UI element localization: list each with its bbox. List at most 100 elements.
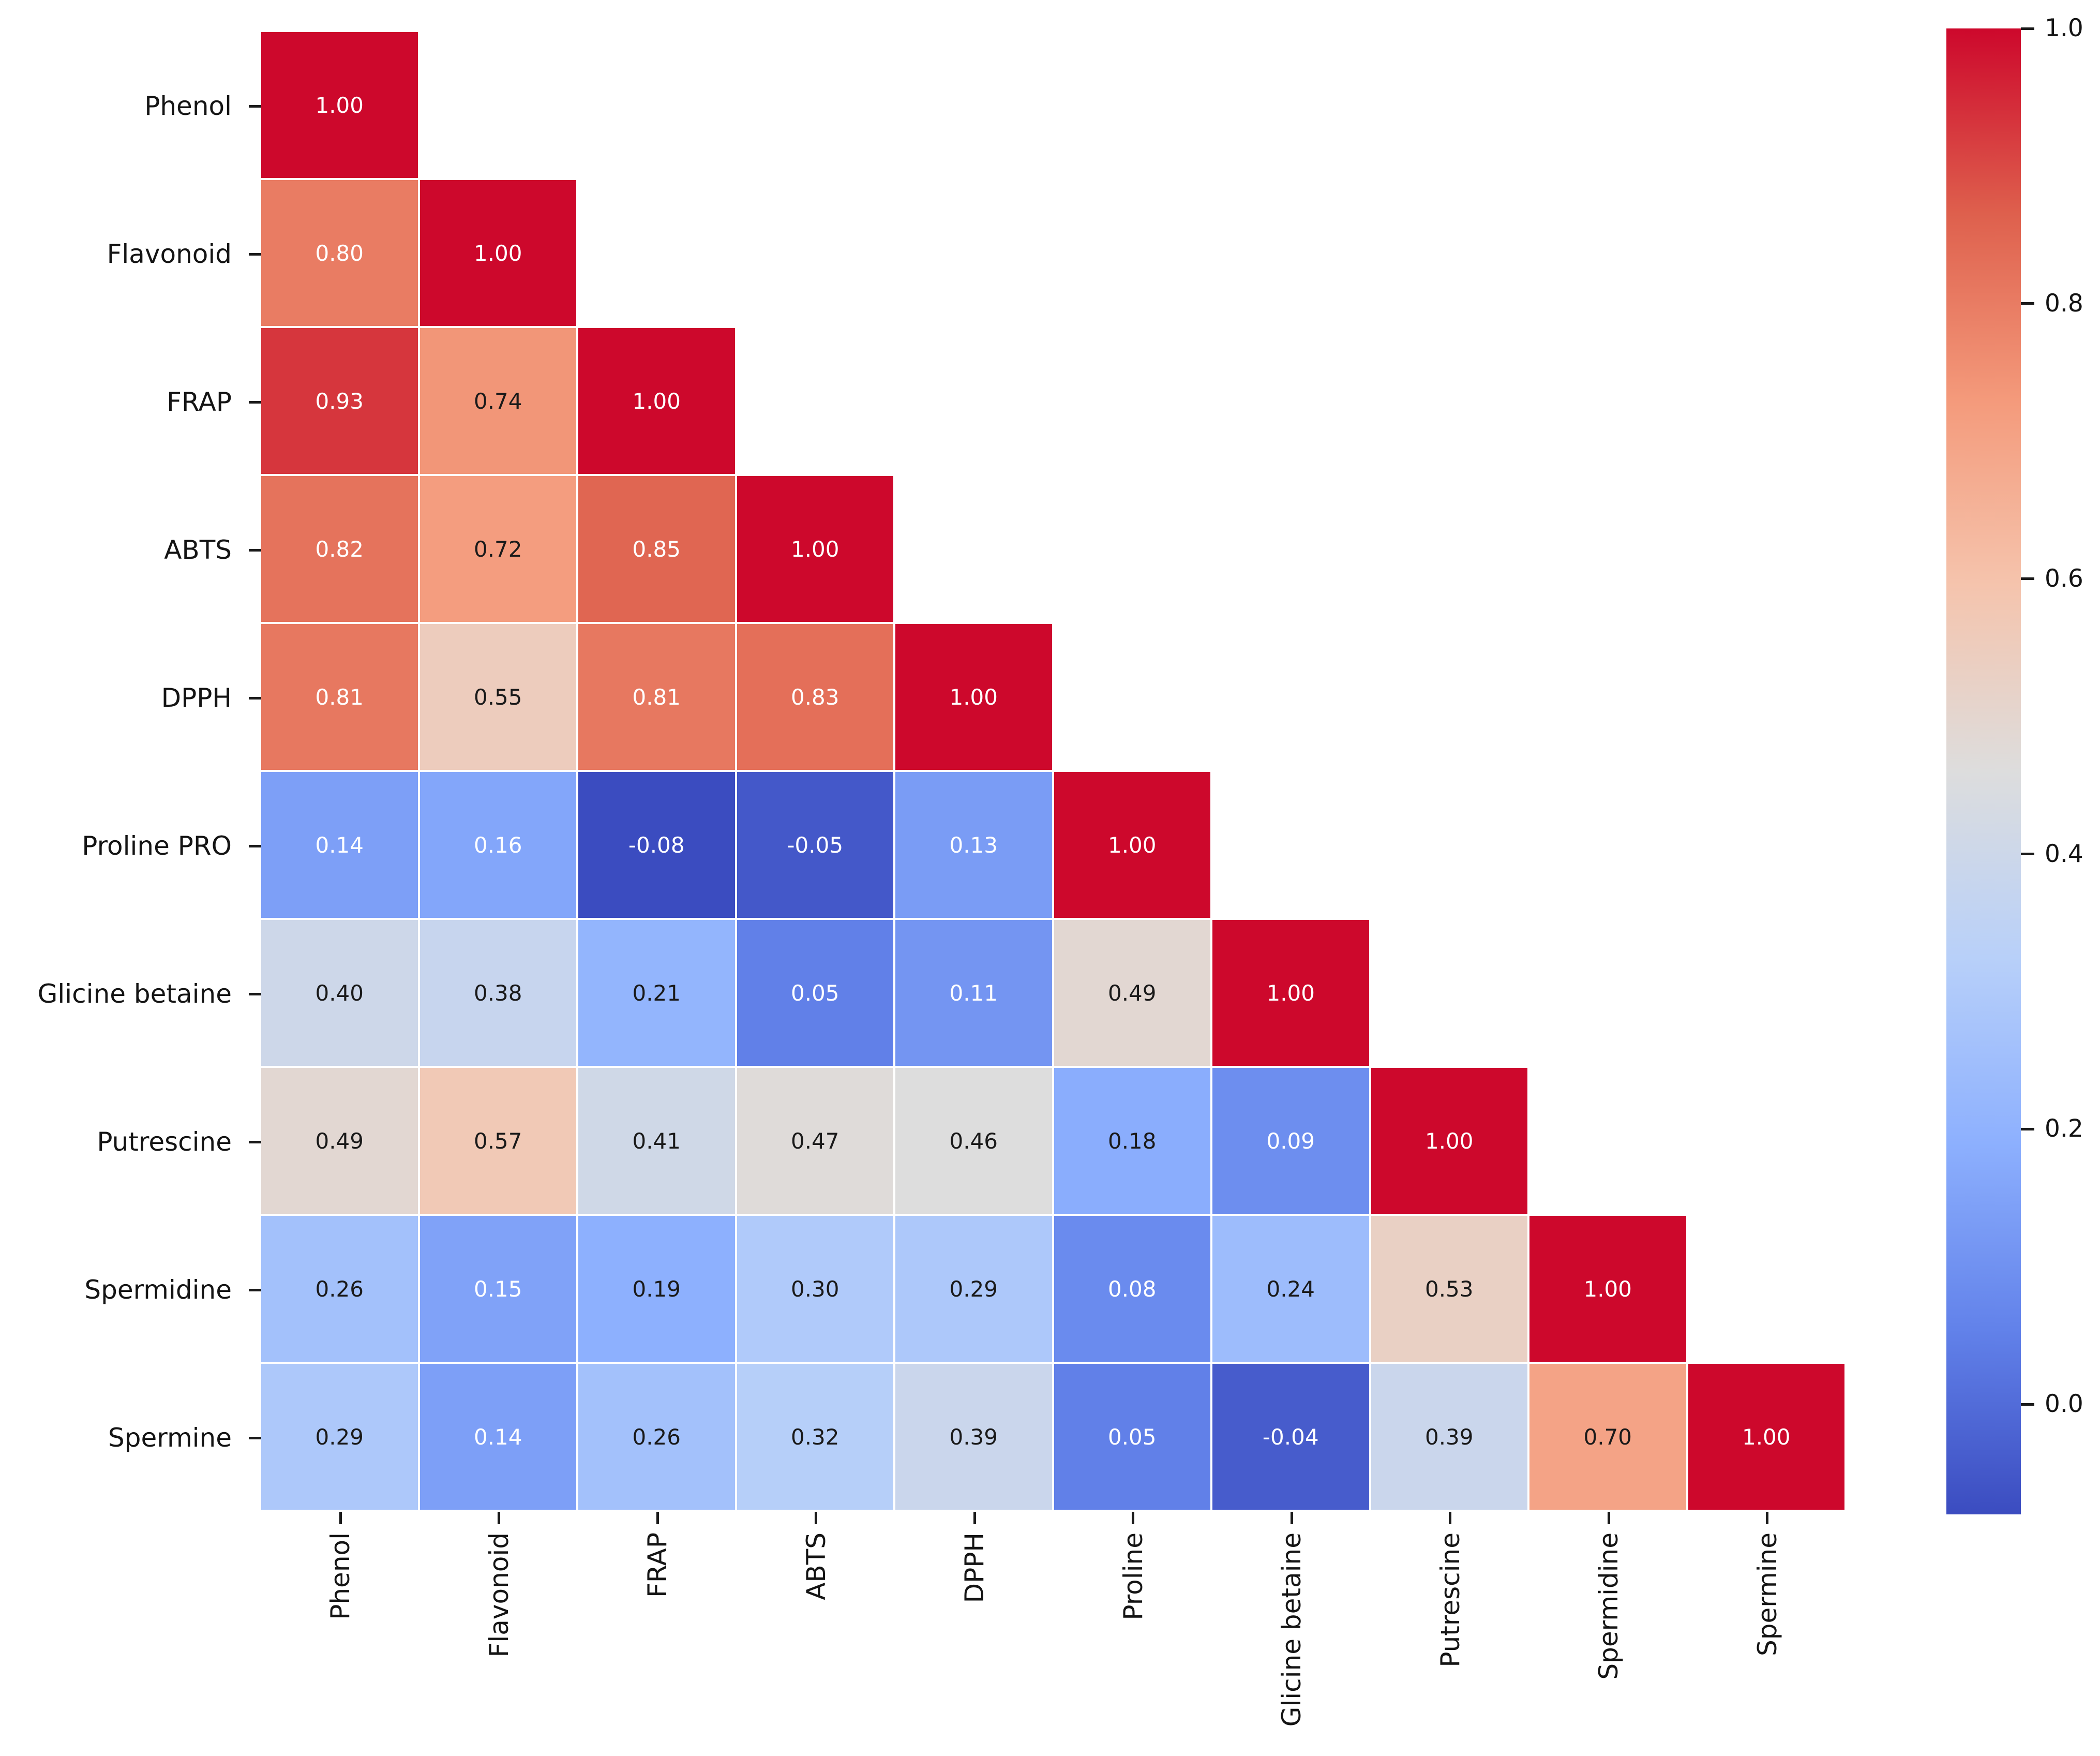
heatmap-cell: 1.00 [261,32,418,178]
cell-value: 0.30 [790,1276,839,1302]
cell-value: 0.14 [315,832,364,858]
heatmap-cell: 0.39 [1371,1364,1527,1510]
row-label: ABTS [164,535,232,565]
colorbar-tick [2021,1127,2034,1130]
heatmap-cell: 0.26 [261,1216,418,1362]
row-label: Spermine [108,1423,232,1453]
cell-value: 0.47 [790,1128,839,1154]
cell-value: 0.24 [1266,1276,1315,1302]
cell-value: 0.26 [315,1276,364,1302]
cell-value: 1.00 [1107,832,1157,858]
row-label: Flavonoid [107,239,232,269]
cell-value: 0.93 [315,388,364,414]
cell-value: 0.13 [949,832,998,858]
col-label: ABTS [801,1532,831,1600]
cell-value: 0.32 [790,1424,839,1450]
cell-value: 0.81 [632,684,681,710]
heatmap-cell: 1.00 [1529,1216,1686,1362]
heatmap-cell: 0.74 [419,328,576,474]
colorbar-tick [2021,27,2034,30]
col-label: Glicine betaine [1277,1532,1307,1727]
cell-value: 0.29 [949,1276,998,1302]
heatmap-cell: 0.93 [261,328,418,474]
heatmap-cell: 0.81 [578,624,735,770]
cell-value: 1.00 [790,536,839,562]
heatmap-cell: 0.15 [419,1216,576,1362]
cell-value: 0.11 [949,980,998,1006]
cell-value: -0.05 [787,832,844,858]
cell-value: 1.00 [1424,1128,1474,1154]
row-label: Spermidine [84,1275,232,1305]
heatmap-cell: 0.80 [261,180,418,326]
colorbar-tick-label: 0.4 [2045,839,2083,868]
heatmap-cell: 1.00 [1054,772,1210,918]
y-tick [249,844,261,847]
heatmap-cell: 0.70 [1529,1364,1686,1510]
x-tick [498,1512,501,1524]
cell-value: 0.40 [315,980,364,1006]
cell-value: 1.00 [632,388,681,414]
x-tick [973,1512,976,1524]
row-label: FRAP [167,387,232,417]
cell-value: 0.49 [1107,980,1157,1006]
heatmap-cell: 0.29 [895,1216,1052,1362]
heatmap-cell: 0.57 [419,1068,576,1214]
cell-value: 0.09 [1266,1128,1315,1154]
heatmap-cell: 0.32 [737,1364,893,1510]
colorbar-tick [2021,302,2034,305]
x-tick [815,1512,818,1524]
heatmap-cell: 1.00 [1371,1068,1527,1214]
col-label: Flavonoid [484,1532,514,1658]
row-label: Glicine betaine [37,979,232,1009]
cell-value: -0.08 [628,832,685,858]
y-tick [249,1288,261,1291]
y-tick [249,105,261,108]
cell-value: 0.29 [315,1424,364,1450]
heatmap-cell: 0.29 [261,1364,418,1510]
cell-value: 0.70 [1583,1424,1632,1450]
cell-value: 0.05 [1107,1424,1157,1450]
heatmap-cell: 0.39 [895,1364,1052,1510]
heatmap-cell: 0.11 [895,920,1052,1066]
x-tick [1607,1512,1610,1524]
cell-value: 1.00 [473,240,522,266]
heatmap-cell: 0.16 [419,772,576,918]
cell-value: 0.41 [632,1128,681,1154]
heatmap-cell: 0.05 [737,920,893,1066]
heatmap-cell: 1.00 [578,328,735,474]
colorbar-tick-label: 0.8 [2045,289,2083,318]
heatmap-cell: 0.09 [1212,1068,1369,1214]
y-tick [249,548,261,552]
heatmap-cell: 0.14 [261,772,418,918]
col-label: Phenol [325,1532,356,1620]
cell-value: 0.14 [473,1424,522,1450]
heatmap-cell: 0.05 [1054,1364,1210,1510]
cell-value: 0.49 [315,1128,364,1154]
cell-value: 0.16 [473,832,522,858]
col-label: FRAP [642,1532,673,1598]
y-tick [249,400,261,404]
heatmap-cell: 1.00 [1212,920,1369,1066]
x-tick [1132,1512,1135,1524]
heatmap-cell: -0.04 [1212,1364,1369,1510]
col-label: Proline [1118,1532,1148,1620]
col-label: Spermidine [1594,1532,1624,1680]
heatmap-cell: -0.08 [578,772,735,918]
x-tick [1449,1512,1452,1524]
y-tick [249,252,261,256]
colorbar-tick [2021,1403,2034,1406]
x-tick [1766,1512,1769,1524]
cell-value: 0.85 [632,536,681,562]
colorbar [1946,28,2021,1514]
heatmap-cell: 0.41 [578,1068,735,1214]
heatmap-cell: 0.53 [1371,1216,1527,1362]
heatmap-cell: 0.38 [419,920,576,1066]
heatmap-cell: 0.24 [1212,1216,1369,1362]
heatmap-cell: 0.85 [578,476,735,622]
cell-value: 0.72 [473,536,522,562]
cell-value: 0.55 [473,684,522,710]
cell-value: -0.04 [1262,1424,1319,1450]
row-label: Phenol [144,91,232,121]
col-label: Putrescine [1435,1532,1465,1668]
